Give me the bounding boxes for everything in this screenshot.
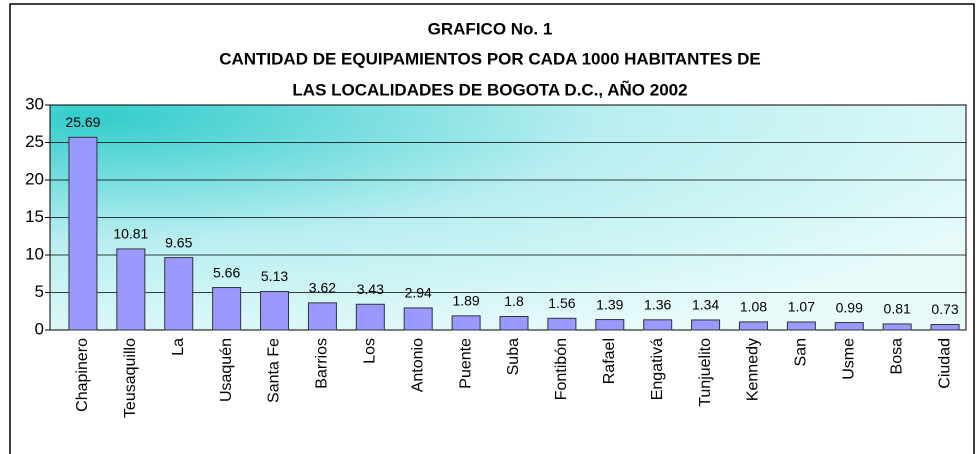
x-tick-label: Tunjuelito [697,338,714,407]
bar [260,291,290,331]
chart-title: GRAFICO No. 1 [428,19,553,38]
bar [164,257,194,331]
y-tick-label: 5 [35,282,44,301]
chart-title: CANTIDAD DE EQUIPAMIENTOS POR CADA 1000 … [219,49,761,68]
x-tick-label: Ciudad [936,338,953,389]
value-label: 1.89 [452,293,479,309]
value-label: 1.34 [692,297,719,313]
bar [786,321,816,331]
bar [355,303,385,331]
bar [834,322,864,331]
x-tick-label: San [793,338,810,366]
bar [930,324,960,331]
y-tick-label: 25 [25,132,44,151]
bar [643,319,673,331]
value-label: 3.62 [309,280,336,296]
y-tick-label: 15 [25,207,44,226]
bar [307,302,337,331]
value-label: 2.94 [405,285,432,301]
x-tick-label: Antonio [409,338,426,392]
bar [403,307,433,331]
x-tick-label: Chapinero [74,338,91,412]
bar [691,319,721,331]
y-tick-label: 30 [25,94,44,113]
bar [116,248,146,331]
bar [499,316,529,331]
value-label: 0.73 [931,301,958,317]
frame [9,3,975,454]
value-label: 25.69 [65,114,100,130]
value-label: 0.81 [884,301,911,317]
value-label: 1.56 [548,295,575,311]
bar [68,136,98,331]
x-tick-label: Rafael [601,338,618,384]
value-label: 1.36 [644,297,671,313]
x-tick-label: Usme [840,338,857,380]
value-label: 5.66 [213,264,240,280]
x-tick-label: Fontibón [553,338,570,400]
x-tick-label: Los [362,338,379,364]
y-tick-label: 20 [25,169,44,188]
x-tick-label: Engativá [649,338,666,400]
value-label: 9.65 [165,234,192,250]
x-tick-label: Suba [505,338,522,375]
bar [738,321,768,331]
value-label: 0.99 [836,299,863,315]
bar [212,287,242,331]
chart-title: LAS LOCALIDADES DE BOGOTA D.C., AÑO 2002 [292,79,687,99]
value-label: 1.08 [740,299,767,315]
value-label: 5.13 [261,268,288,284]
y-tick-label: 10 [25,244,44,263]
bar [451,315,481,331]
value-label: 3.43 [357,281,384,297]
y-tick-label: 0 [35,319,44,338]
bar [882,323,912,331]
x-tick-label: La [170,338,187,356]
x-tick-label: Barrios [314,338,331,389]
x-tick-label: Bosa [888,338,905,375]
x-tick-label: Teusaquillo [122,338,139,418]
value-label: 1.07 [788,299,815,315]
x-tick-label: Usaquén [218,338,235,402]
x-tick-label: Puente [457,338,474,389]
x-tick-label: Santa Fe [266,338,283,403]
value-label: 1.39 [596,296,623,312]
bar [547,317,577,331]
value-label: 1.8 [504,293,524,309]
bar [595,319,625,331]
value-label: 10.81 [113,226,148,242]
x-tick-label: Kennedy [745,338,762,401]
